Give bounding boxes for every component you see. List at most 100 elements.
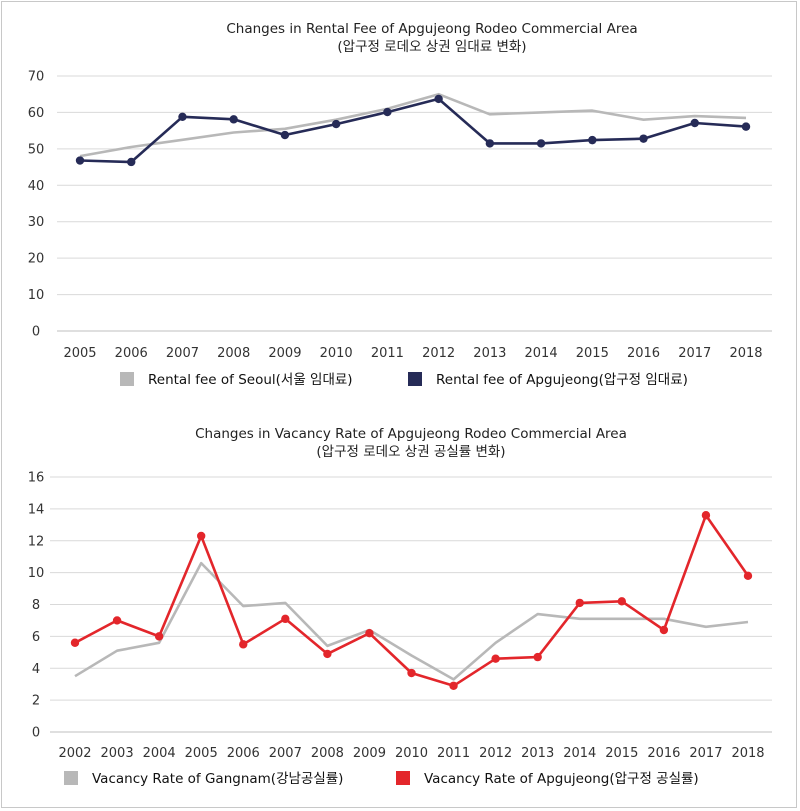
y-tick-label: 0 — [32, 325, 40, 340]
x-tick-label: 2010 — [320, 346, 353, 361]
x-tick-label: 2003 — [101, 746, 134, 761]
chart-2-grid — [50, 476, 772, 733]
x-tick-label: 2017 — [678, 346, 711, 361]
y-tick-label: 0 — [32, 726, 40, 741]
x-tick-label: 2012 — [479, 746, 512, 761]
y-tick-label: 10 — [28, 566, 45, 581]
x-tick-label: 2013 — [521, 746, 554, 761]
x-tick-label: 2005 — [63, 346, 96, 361]
y-tick-label: 4 — [32, 662, 40, 677]
data-point — [741, 122, 751, 131]
x-tick-label: 2005 — [185, 746, 218, 761]
x-tick-label: 2018 — [729, 346, 762, 361]
chart-1-subtitle: (압구정 로데오 상권 임대료 변화) — [337, 39, 526, 55]
data-point — [485, 139, 495, 148]
data-point — [701, 511, 711, 520]
legend-label-seoul: Rental fee of Seoul(서울 임대료) — [148, 372, 353, 388]
data-point — [639, 134, 648, 143]
data-point — [331, 119, 341, 129]
x-tick-label: 2014 — [563, 746, 596, 761]
y-tick-label: 6 — [32, 630, 40, 645]
y-tick-label: 40 — [28, 179, 45, 194]
data-point — [239, 640, 248, 649]
data-point — [491, 654, 500, 663]
y-tick-label: 30 — [28, 215, 45, 230]
chart-1-y-axis: 0 10 20 30 40 50 60 70 — [28, 70, 45, 340]
legend-label-gangnam: Vacancy Rate of Gangnam(강남공실률) — [92, 771, 343, 787]
x-tick-label: 2014 — [525, 346, 558, 361]
x-tick-label: 2007 — [269, 746, 302, 761]
x-tick-label: 2015 — [605, 746, 638, 761]
chart-2-y-axis: 0 2 4 6 8 10 12 14 16 — [28, 471, 45, 741]
chart-1-title: Changes in Rental Fee of Apgujeong Rodeo… — [226, 21, 637, 37]
x-tick-label: 2008 — [217, 346, 250, 361]
chart-2-subtitle: (압구정 로데오 상권 공실률 변화) — [316, 444, 505, 460]
legend-swatch-apgujeong-vacancy — [396, 771, 410, 785]
y-tick-label: 70 — [28, 70, 45, 85]
y-tick-label: 16 — [28, 471, 45, 486]
rental-fee-chart: Changes in Rental Fee of Apgujeong Rodeo… — [28, 21, 772, 388]
x-tick-label: 2011 — [437, 746, 470, 761]
x-tick-label: 2016 — [647, 746, 680, 761]
y-tick-label: 14 — [28, 502, 45, 517]
data-point — [229, 115, 238, 124]
x-tick-label: 2016 — [627, 346, 660, 361]
data-point — [659, 625, 669, 635]
data-point — [70, 638, 80, 647]
data-point — [690, 118, 699, 128]
data-point — [112, 616, 122, 625]
legend-swatch-gangnam — [64, 771, 78, 785]
chart-1-grid — [57, 75, 772, 332]
chart-2-legend: Vacancy Rate of Gangnam(강남공실률) Vacancy R… — [64, 771, 699, 787]
y-tick-label: 10 — [28, 288, 45, 303]
legend-swatch-seoul — [120, 372, 134, 386]
x-tick-label: 2012 — [422, 346, 455, 361]
data-point — [365, 628, 374, 638]
data-point — [154, 632, 164, 641]
chart-1-series — [75, 92, 751, 167]
x-tick-label: 2006 — [115, 346, 148, 361]
data-point — [575, 598, 584, 608]
data-point — [533, 652, 542, 662]
x-tick-label: 2015 — [576, 346, 609, 361]
data-point — [75, 156, 85, 165]
y-tick-label: 8 — [32, 598, 40, 613]
y-tick-label: 60 — [28, 106, 45, 121]
y-tick-label: 50 — [28, 142, 45, 157]
chart-2-x-axis: 2002 2003 2004 2005 2006 2007 2008 2009 2010 2011… — [58, 746, 764, 761]
series-line-0 — [74, 561, 749, 681]
data-point — [536, 139, 546, 148]
x-tick-label: 2008 — [311, 746, 344, 761]
series-line-0 — [79, 92, 747, 158]
x-tick-label: 2013 — [473, 346, 506, 361]
x-tick-label: 2002 — [58, 746, 91, 761]
x-tick-label: 2007 — [166, 346, 199, 361]
data-point — [743, 571, 753, 581]
data-point — [617, 597, 627, 606]
data-point — [178, 112, 187, 122]
x-tick-label: 2010 — [395, 746, 428, 761]
x-tick-label: 2018 — [731, 746, 764, 761]
x-tick-label: 2004 — [143, 746, 176, 761]
series-line-1 — [79, 97, 747, 164]
data-point — [588, 135, 597, 145]
y-tick-label: 20 — [28, 252, 45, 267]
data-point — [434, 94, 443, 104]
data-point — [323, 649, 332, 659]
data-point — [280, 130, 290, 140]
y-tick-label: 12 — [28, 534, 45, 549]
x-tick-label: 2017 — [689, 746, 722, 761]
y-tick-label: 2 — [32, 694, 40, 709]
data-point — [407, 668, 416, 678]
data-point — [281, 614, 290, 624]
data-point — [383, 107, 392, 117]
chart-1-x-axis: 2005 2006 2007 2008 2009 2010 2011 2012 2013 2014… — [63, 346, 762, 361]
chart-2-title: Changes in Vacancy Rate of Apgujeong Rod… — [195, 426, 627, 442]
vacancy-rate-chart: Changes in Vacancy Rate of Apgujeong Rod… — [28, 426, 772, 787]
chart-2-series — [70, 511, 753, 690]
legend-label-apgujeong-vacancy: Vacancy Rate of Apgujeong(압구정 공실률) — [424, 771, 699, 787]
data-point — [449, 681, 458, 690]
chart-1-legend: Rental fee of Seoul(서울 임대료) Rental fee o… — [120, 372, 688, 388]
